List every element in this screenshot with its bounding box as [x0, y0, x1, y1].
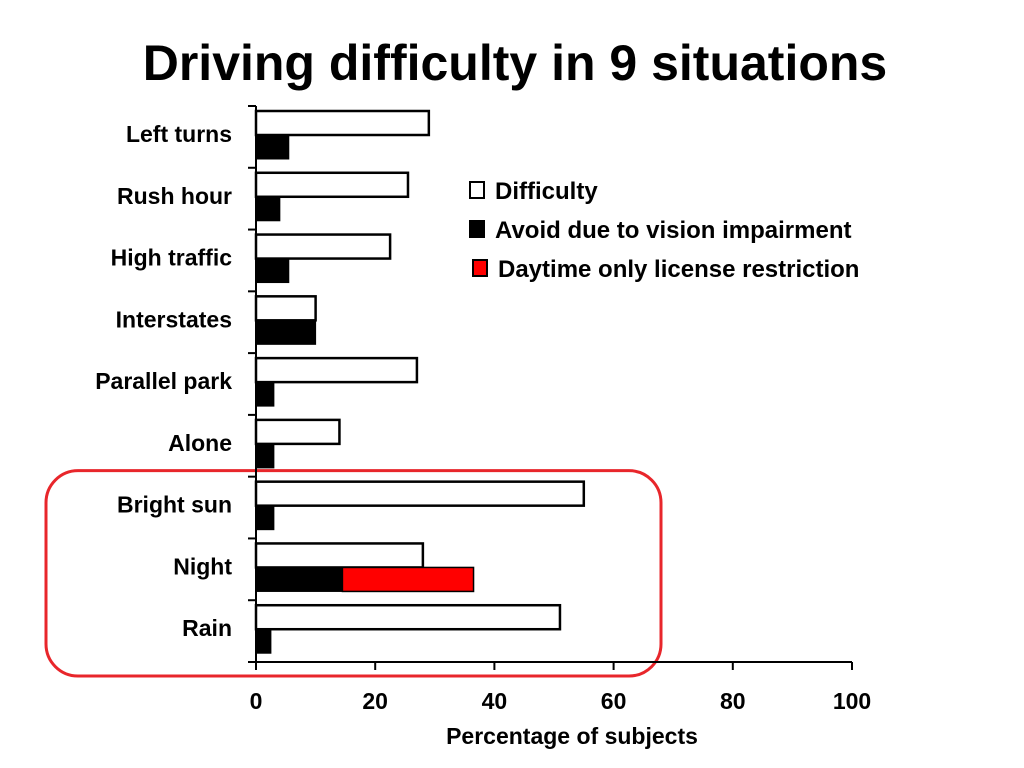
legend-swatch-avoid-due-to-vision-impairment: [469, 220, 485, 238]
legend-label-daytime-only-license-restriction: Daytime only license restriction: [498, 256, 859, 283]
highlight-box: [44, 469, 663, 678]
category-label-left-turns: Left turns: [126, 121, 232, 147]
bar-difficulty-parallel-park: [254, 356, 419, 384]
legend: Difficulty Avoid due to vision impairment…: [469, 178, 859, 283]
legend-label-difficulty: Difficulty: [495, 178, 598, 205]
bar-difficulty-rain: [254, 603, 562, 631]
category-label-rush-hour: Rush hour: [117, 183, 232, 209]
highlight-layer: [44, 469, 663, 678]
x-tick-label-20: 20: [362, 688, 388, 714]
bar-avoid-alone: [255, 443, 275, 469]
category-label-parallel-park: Parallel park: [95, 368, 232, 394]
bar-difficulty-alone: [254, 418, 341, 446]
bar-difficulty-bright-sun: [254, 480, 586, 507]
legend-swatch-difficulty: [469, 181, 485, 199]
bar-avoid-bright-sun: [255, 505, 275, 531]
x-tick-label-100: 100: [833, 688, 871, 714]
x-tick-label-0: 0: [250, 688, 263, 714]
category-label-night: Night: [173, 553, 232, 579]
chart-title: Driving difficulty in 9 situations: [143, 35, 888, 91]
x-axis-label: Percentage of subjects: [446, 723, 698, 749]
x-tick-label-60: 60: [601, 688, 627, 714]
category-label-rain: Rain: [182, 615, 232, 641]
bar-avoid-left-turns: [255, 134, 290, 160]
category-label-interstates: Interstates: [116, 306, 232, 332]
bar-difficulty-interstates: [254, 295, 317, 322]
legend-swatch-daytime-only-license-restriction: [472, 259, 488, 277]
labels-layer: Left turns Rush hour High traffic Interstat…: [95, 121, 871, 714]
bar-avoid-interstates: [255, 319, 317, 345]
bar-avoid-rain: [255, 628, 272, 654]
bar-difficulty-night: [254, 542, 425, 569]
bar-avoid-high-traffic: [255, 258, 290, 284]
x-tick-label-40: 40: [482, 688, 508, 714]
x-tick-label-80: 80: [720, 688, 746, 714]
bar-avoid-night: [255, 566, 343, 592]
bar-difficulty-left-turns: [254, 109, 431, 137]
category-label-alone: Alone: [168, 430, 232, 456]
bar-daytime-night: [341, 566, 475, 593]
bars-layer: [254, 109, 586, 654]
bar-difficulty-rush-hour: [254, 171, 410, 199]
bar-avoid-rush-hour: [255, 196, 281, 222]
bar-avoid-parallel-park: [255, 381, 275, 407]
axes-layer: [248, 105, 853, 670]
category-label-high-traffic: High traffic: [111, 245, 233, 271]
bar-difficulty-high-traffic: [254, 233, 392, 260]
category-label-bright-sun: Bright sun: [117, 492, 232, 518]
legend-label-avoid-due-to-vision-impairment: Avoid due to vision impairment: [495, 217, 851, 244]
